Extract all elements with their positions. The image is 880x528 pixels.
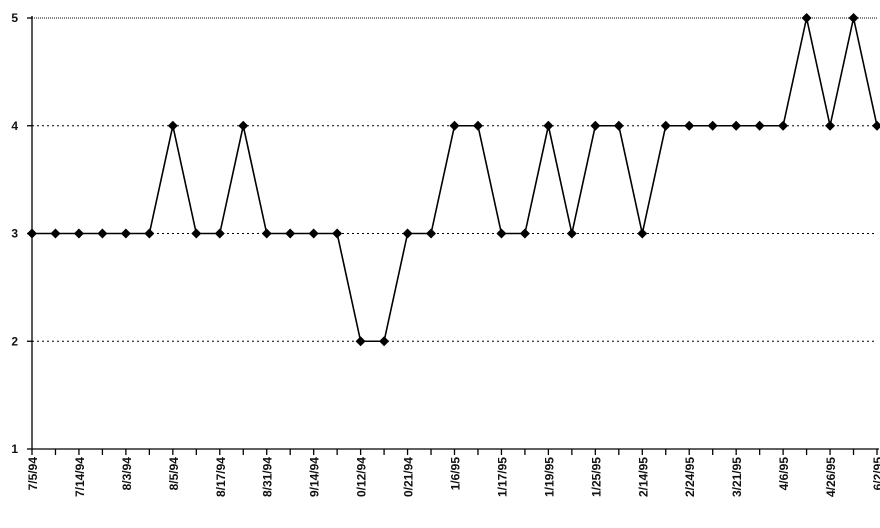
series-line	[32, 17, 878, 343]
x-tick-label: 2/24/95	[683, 457, 697, 497]
x-tick-label: 1/25/95	[589, 457, 603, 497]
x-tick-label: 4/26/95	[824, 457, 838, 497]
data-point	[684, 120, 695, 131]
data-point	[519, 228, 530, 239]
data-point	[379, 336, 390, 347]
data-series	[27, 13, 880, 347]
x-tick-label: 1/19/95	[542, 457, 556, 497]
y-tick-label: 4	[11, 119, 18, 133]
data-point	[825, 120, 836, 131]
gridlines	[32, 17, 877, 342]
data-point	[613, 120, 624, 131]
data-point	[496, 228, 507, 239]
data-point	[238, 120, 249, 131]
x-tick-label: 8/5/94	[167, 457, 181, 491]
data-point	[332, 228, 343, 239]
x-tick-label: 7/5/94	[26, 457, 40, 491]
y-tick-label: 5	[11, 11, 18, 25]
data-point	[50, 228, 61, 239]
data-point	[778, 120, 789, 131]
x-tick-label: 7/14/94	[73, 457, 87, 497]
x-tick-label: 0/21/94	[402, 457, 416, 497]
x-tick-label: 1/6/95	[449, 457, 463, 491]
y-tick-label: 3	[11, 227, 18, 241]
data-point	[426, 228, 437, 239]
data-point	[590, 120, 601, 131]
data-point	[285, 228, 296, 239]
x-tick-label: 8/31/94	[261, 457, 275, 497]
data-point	[637, 228, 648, 239]
data-point	[566, 228, 577, 239]
x-tick-label: 9/14/94	[308, 457, 322, 497]
x-tick-label: 6/2/95	[871, 457, 880, 491]
y-tick-label: 2	[11, 334, 18, 348]
x-tick-label: 8/3/94	[120, 457, 134, 491]
x-tick-label: 2/14/95	[636, 457, 650, 497]
data-point	[848, 13, 859, 23]
data-point	[214, 228, 225, 239]
data-point	[801, 13, 812, 23]
data-point	[754, 120, 765, 131]
data-point	[543, 120, 554, 131]
x-tick-label: 8/17/94	[214, 457, 228, 497]
x-axis: 7/5/94 7/14/94 8/3/94 8/5/94 8/17/94 8/31/94 9…	[26, 448, 880, 497]
data-point	[731, 120, 742, 131]
x-tick-label: 1/17/95	[495, 457, 509, 497]
data-point	[402, 228, 413, 239]
data-point	[707, 120, 718, 131]
data-point	[355, 336, 366, 347]
x-tick-label: 0/12/94	[355, 457, 369, 497]
data-point	[872, 120, 880, 131]
data-point	[660, 120, 671, 131]
data-point	[73, 228, 84, 239]
x-tick-label: 4/6/95	[777, 457, 791, 491]
data-point	[191, 228, 202, 239]
data-point	[144, 228, 155, 239]
data-point	[27, 228, 37, 239]
data-point	[308, 228, 319, 239]
data-point	[449, 120, 460, 131]
data-point	[120, 228, 131, 239]
data-point	[261, 228, 272, 239]
data-point	[472, 120, 483, 131]
y-tick-label: 1	[11, 442, 18, 456]
data-point	[97, 228, 108, 239]
x-tick-label: 3/21/95	[730, 457, 744, 497]
data-point	[167, 120, 178, 131]
